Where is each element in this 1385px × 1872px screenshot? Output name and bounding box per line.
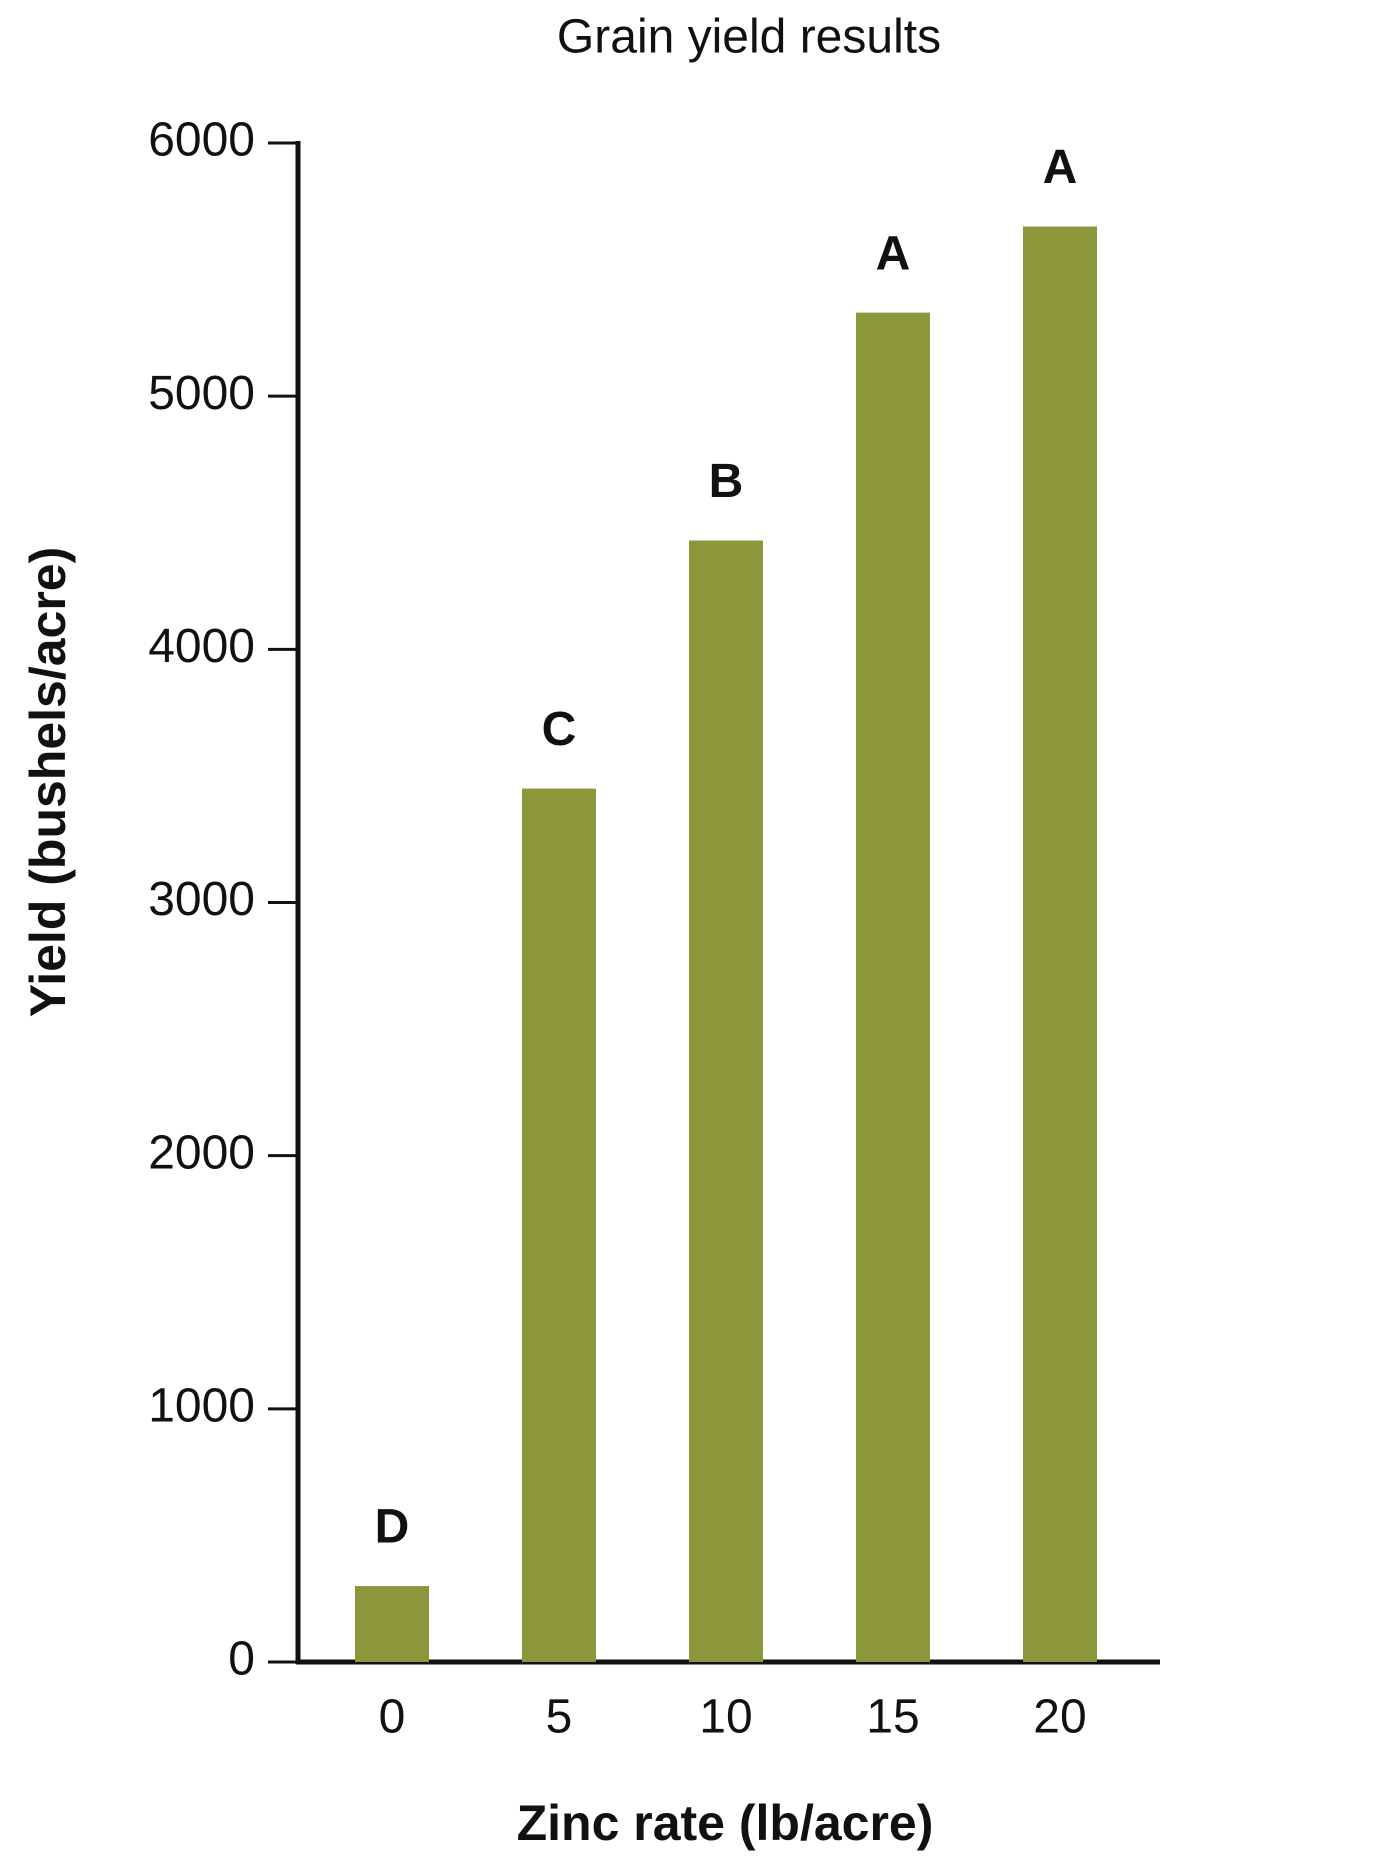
- x-axis-title: Zinc rate (lb/acre): [517, 1795, 934, 1851]
- x-tick-label: 10: [699, 1691, 752, 1744]
- y-tick-label: 2000: [148, 1126, 255, 1179]
- x-tick-label: 0: [379, 1691, 406, 1744]
- x-tick-label: 20: [1033, 1691, 1086, 1744]
- y-tick-label: 4000: [148, 620, 255, 673]
- y-tick-label: 1000: [148, 1380, 255, 1433]
- y-axis-title: Yield (bushels/acre): [20, 547, 76, 1018]
- y-tick-label: 5000: [148, 367, 255, 420]
- significance-label: D: [375, 1501, 410, 1554]
- chart-title: Grain yield results: [557, 11, 941, 64]
- significance-label: C: [542, 703, 577, 756]
- significance-label: A: [876, 227, 911, 280]
- y-tick-label: 0: [228, 1633, 255, 1686]
- bar: [689, 540, 763, 1662]
- y-tick-label: 3000: [148, 873, 255, 926]
- x-tick-label: 5: [546, 1691, 573, 1744]
- bar: [856, 312, 930, 1662]
- significance-label: B: [709, 455, 744, 508]
- bar: [355, 1586, 429, 1662]
- bar: [1023, 226, 1097, 1662]
- x-tick-label: 15: [866, 1691, 919, 1744]
- y-tick-label: 6000: [148, 114, 255, 167]
- bar: [522, 788, 596, 1662]
- significance-label: A: [1043, 141, 1078, 194]
